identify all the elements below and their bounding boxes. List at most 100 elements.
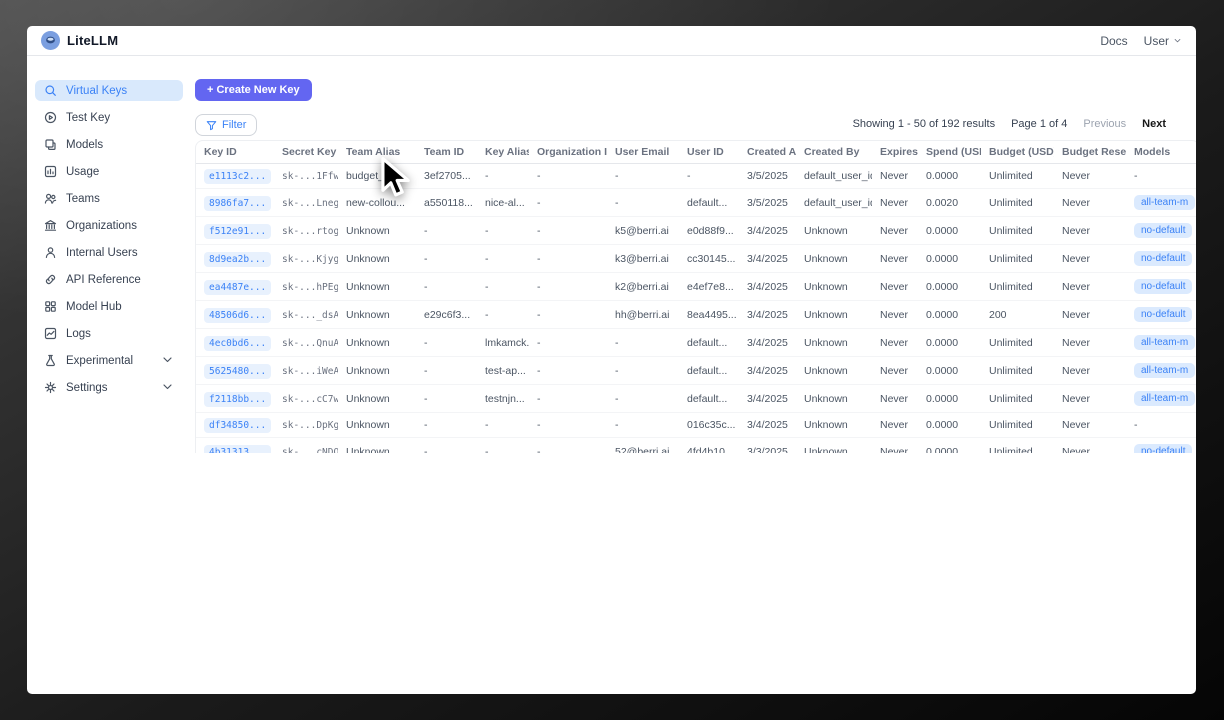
create-new-key-button[interactable]: + Create New Key <box>195 79 312 101</box>
table-cell: - <box>416 437 477 453</box>
table-cell: Unknown <box>796 216 872 245</box>
sidebar-item-model-hub[interactable]: Model Hub <box>35 296 183 317</box>
table-cell: Unknown <box>796 272 872 301</box>
table-cell: Never <box>1054 272 1126 301</box>
sidebar-item-label: Models <box>66 138 104 151</box>
sidebar-item-internal-users[interactable]: Internal Users <box>35 242 183 263</box>
sidebar-item-label: Virtual Keys <box>66 84 128 97</box>
table-row: e1113c2... sk-...1Ffw budget_tes... 3ef2705… <box>196 163 1196 189</box>
table-cell: - <box>477 244 529 273</box>
sidebar-item-experimental[interactable]: Experimental <box>35 350 183 371</box>
table-cell: Unknown <box>796 300 872 329</box>
key-id-link[interactable]: 4ec0bd6... <box>204 335 272 351</box>
next-button[interactable]: Next <box>1142 118 1166 130</box>
table-cell: 0.0020 <box>918 188 981 217</box>
table-cell: ea4487e... <box>196 272 274 301</box>
table-cell: default... <box>679 356 739 385</box>
table-row: 4ec0bd6...sk-...QnuAUnknown-lmkamck...--… <box>196 328 1196 357</box>
sidebar-item-label: API Reference <box>66 273 141 286</box>
sidebar-item-usage[interactable]: Usage <box>35 161 183 182</box>
table-cell: Never <box>872 216 918 245</box>
previous-button[interactable]: Previous <box>1083 118 1127 130</box>
sidebar-item-teams[interactable]: Teams <box>35 188 183 209</box>
table-cell: no-default <box>1126 300 1196 329</box>
table-cell: - <box>529 188 607 217</box>
gear-icon <box>44 381 57 394</box>
table-cell: 3ef2705... <box>416 163 477 189</box>
sidebar-item-api-reference[interactable]: API Reference <box>35 269 183 290</box>
table-cell: e0d88f9... <box>679 216 739 245</box>
column-header: User ID <box>679 141 739 164</box>
table-cell: - <box>477 300 529 329</box>
table-cell: f512e91... <box>196 216 274 245</box>
table-cell: Never <box>872 163 918 189</box>
chevron-down-icon <box>163 356 172 362</box>
key-id-link[interactable]: e1113c2... <box>204 169 272 184</box>
sidebar-item-label: Experimental <box>66 354 134 367</box>
top-bar: LiteLLM Docs User <box>27 26 1196 56</box>
table-cell: Never <box>872 437 918 453</box>
table-cell: Never <box>872 384 918 413</box>
table-cell: 0.0000 <box>918 216 981 245</box>
table-cell: Unknown <box>796 244 872 273</box>
key-id-link[interactable]: f2118bb... <box>204 391 272 407</box>
key-id-link[interactable]: 5625480... <box>204 363 272 379</box>
key-id-link[interactable]: 8986fa7... <box>204 195 272 211</box>
table-cell: 3/4/2025 <box>739 384 796 413</box>
user-menu[interactable]: User <box>1144 34 1182 48</box>
table-row: f2118bb... sk-...cC7w Unknown - testnjn... - -… <box>196 384 1196 413</box>
table-cell: Unknown <box>338 356 416 385</box>
sidebar-item-models[interactable]: Models <box>35 134 183 155</box>
table-cell: - <box>477 272 529 301</box>
table-cell: Unknown <box>338 437 416 453</box>
column-header: Created By <box>796 141 872 164</box>
column-header: Models <box>1126 141 1196 164</box>
table-cell: sk-...rtog <box>274 216 338 245</box>
table-cell: sk-...cNDQ <box>274 437 338 454</box>
table-cell: - <box>1126 163 1196 189</box>
sidebar-item-label: Test Key <box>66 111 111 124</box>
table-cell: 3/4/2025 <box>739 244 796 273</box>
secret-key: sk-...Kjyg <box>282 253 338 265</box>
docs-link[interactable]: Docs <box>1100 33 1128 48</box>
table-header-row: Key ID Secret Key Team Alias Team ID Key Ali… <box>196 141 1196 164</box>
key-id-link[interactable]: 48506d6... <box>204 307 272 323</box>
table-cell: Never <box>1054 163 1126 189</box>
table-cell: 48506d6... <box>196 300 274 329</box>
table-cell: Unknown <box>796 384 872 413</box>
table-cell: a550118... <box>416 188 477 217</box>
table-cell: Never <box>1054 437 1126 453</box>
table-cell: Never <box>872 272 918 301</box>
chevron-down-icon <box>163 383 172 389</box>
table-row: ea4487e... sk-...hPEg Unknown - - - k2@berri.a… <box>196 272 1196 301</box>
key-id-link[interactable]: f512e91... <box>204 223 272 239</box>
table-cell: 3/4/2025 <box>739 300 796 329</box>
model-badge: no-default <box>1134 251 1193 266</box>
sidebar-item-virtual-keys[interactable]: Virtual Keys <box>35 80 183 101</box>
sidebar-item-organizations[interactable]: Organizations <box>35 215 183 236</box>
model-badge: all-team-m <box>1134 195 1196 210</box>
results-count: Showing 1 - 50 of 192 results <box>852 118 996 130</box>
sidebar-item-logs[interactable]: Logs <box>35 323 183 344</box>
sidebar-item-test-key[interactable]: Test Key <box>35 107 183 128</box>
table-cell: e4ef7e8... <box>679 272 739 301</box>
table-cell: Never <box>1054 188 1126 217</box>
table-cell: default... <box>679 328 739 357</box>
users-icon <box>44 193 57 204</box>
key-id-link[interactable]: 4b31313... <box>204 444 272 453</box>
key-id-link[interactable]: 8d9ea2b... <box>204 251 272 267</box>
table-cell: Unlimited <box>981 216 1054 245</box>
filter-button[interactable]: Filter <box>195 114 258 136</box>
model-badge: no-default <box>1134 307 1193 322</box>
table-cell: Never <box>872 188 918 217</box>
sidebar-item-settings[interactable]: Settings <box>35 377 183 398</box>
key-id-link[interactable]: ea4487e... <box>204 279 272 295</box>
table-cell: 016c35c... <box>679 412 739 438</box>
table-cell: no-default <box>1126 272 1196 301</box>
secret-key: sk-...cNDQ <box>282 446 338 454</box>
key-id-link[interactable]: df34850... <box>204 418 272 433</box>
table-cell: sk-..._dsA <box>274 300 338 329</box>
top-nav: Docs User <box>1100 34 1182 48</box>
table-cell: - <box>416 412 477 438</box>
table-cell: 3/5/2025 <box>739 163 796 189</box>
